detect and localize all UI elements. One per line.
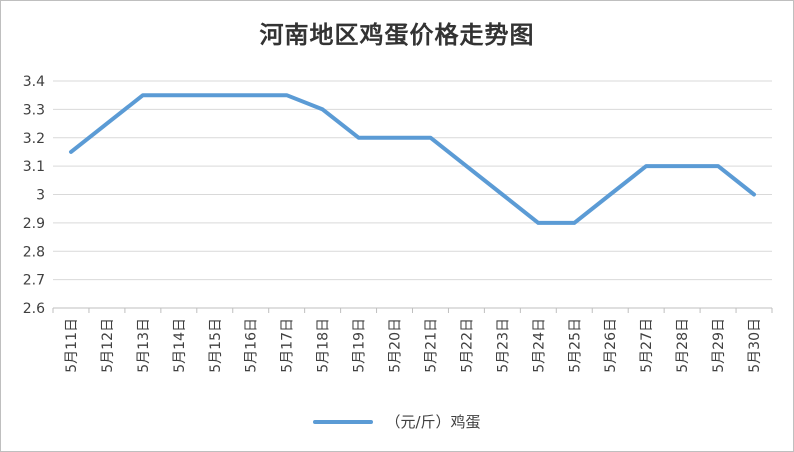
x-tick-label: 5月27日 <box>639 318 655 373</box>
x-tick-label: 5月11日 <box>64 318 80 373</box>
x-tick-label: 5月12日 <box>100 318 116 373</box>
chart-title: 河南地区鸡蛋价格走势图 <box>259 20 535 49</box>
legend-label: （元/斤）鸡蛋 <box>385 413 481 431</box>
x-tick-label: 5月19日 <box>352 318 368 373</box>
x-tick-label: 5月17日 <box>280 318 296 373</box>
x-tick-label: 5月21日 <box>423 318 439 373</box>
x-tick-label: 5月22日 <box>459 318 475 373</box>
x-tick-label: 5月15日 <box>208 318 224 373</box>
y-tick-label: 2.7 <box>23 273 45 289</box>
x-tick-label: 5月14日 <box>172 318 188 373</box>
x-tick-label: 5月23日 <box>495 318 511 373</box>
y-tick-label: 2.9 <box>23 216 45 232</box>
y-tick-label: 2.6 <box>23 301 45 317</box>
y-tick-label: 3.2 <box>23 131 45 147</box>
x-tick-label: 5月20日 <box>388 318 404 373</box>
legend: （元/斤）鸡蛋 <box>1 411 793 432</box>
x-tick-label: 5月16日 <box>244 318 260 373</box>
x-tick-label: 5月28日 <box>675 318 691 373</box>
x-tick-label: 5月30日 <box>747 318 763 373</box>
x-tick-label: 5月13日 <box>136 318 152 373</box>
x-tick-label: 5月24日 <box>531 318 547 373</box>
x-tick-label: 5月25日 <box>567 318 583 373</box>
x-tick-label: 5月18日 <box>316 318 332 373</box>
y-tick-label: 3 <box>36 188 45 204</box>
y-tick-label: 3.3 <box>23 102 45 118</box>
x-tick-label: 5月29日 <box>711 318 727 373</box>
legend-swatch <box>313 419 374 424</box>
y-tick-label: 3.1 <box>23 159 45 175</box>
x-tick-label: 5月26日 <box>603 318 619 373</box>
y-tick-label: 2.8 <box>23 244 45 260</box>
y-tick-label: 3.4 <box>23 74 45 90</box>
series-line <box>69 93 756 225</box>
